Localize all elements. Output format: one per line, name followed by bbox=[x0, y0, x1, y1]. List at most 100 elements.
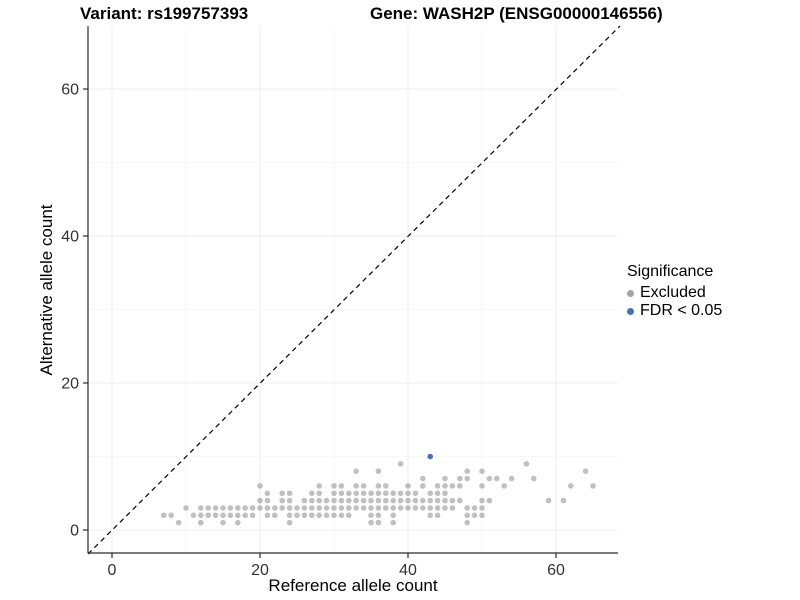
data-point bbox=[383, 483, 389, 489]
data-point bbox=[434, 490, 441, 497]
data-point bbox=[449, 483, 456, 489]
data-point bbox=[198, 505, 204, 511]
data-point bbox=[198, 519, 204, 526]
data-point bbox=[494, 475, 500, 482]
data-point bbox=[412, 497, 419, 504]
data-point bbox=[427, 490, 434, 497]
legend-item-fdr: FDR < 0.05 bbox=[627, 302, 722, 320]
data-point bbox=[257, 505, 263, 511]
data-point bbox=[368, 512, 374, 519]
data-point bbox=[323, 512, 330, 519]
legend-title: Significance bbox=[627, 263, 714, 280]
data-point bbox=[464, 468, 471, 475]
data-point bbox=[420, 505, 426, 511]
variant-title: Variant: rs199757393 bbox=[80, 4, 249, 23]
data-point bbox=[360, 483, 367, 489]
data-point bbox=[457, 497, 463, 504]
data-point bbox=[279, 505, 286, 511]
data-point bbox=[508, 475, 515, 482]
data-point bbox=[331, 483, 337, 489]
data-point bbox=[486, 475, 493, 482]
data-point bbox=[249, 512, 256, 519]
data-point bbox=[405, 490, 411, 497]
data-point bbox=[316, 512, 323, 519]
y-tick-label: 0 bbox=[70, 523, 79, 540]
data-point bbox=[301, 497, 308, 504]
data-point bbox=[301, 505, 308, 511]
data-point bbox=[353, 490, 360, 497]
legend-item-fdr-label: FDR < 0.05 bbox=[640, 302, 723, 319]
data-point bbox=[338, 490, 345, 497]
data-point bbox=[279, 490, 286, 497]
data-point bbox=[471, 512, 478, 519]
data-point bbox=[420, 475, 426, 482]
data-point bbox=[375, 505, 382, 511]
data-point bbox=[331, 490, 337, 497]
data-point bbox=[360, 505, 367, 511]
data-point bbox=[294, 505, 300, 511]
data-point bbox=[242, 505, 248, 511]
data-point bbox=[264, 505, 271, 511]
data-point bbox=[205, 505, 211, 511]
data-point bbox=[390, 505, 397, 511]
data-point bbox=[353, 483, 360, 489]
data-point bbox=[264, 512, 271, 519]
data-point bbox=[346, 505, 352, 511]
data-point bbox=[346, 512, 352, 519]
y-tick-label: 60 bbox=[61, 82, 79, 99]
data-point bbox=[375, 497, 382, 504]
data-point bbox=[464, 519, 471, 526]
data-point bbox=[390, 497, 397, 504]
data-point bbox=[264, 490, 271, 497]
data-point bbox=[264, 497, 271, 504]
data-point bbox=[375, 512, 382, 519]
data-point bbox=[560, 497, 567, 504]
data-point bbox=[383, 490, 389, 497]
x-tick-label: 0 bbox=[108, 562, 117, 579]
data-point bbox=[405, 497, 411, 504]
excluded-dot-icon bbox=[627, 289, 634, 297]
data-point bbox=[479, 483, 485, 489]
data-point bbox=[257, 497, 263, 504]
data-point bbox=[175, 519, 182, 526]
data-point bbox=[286, 497, 293, 504]
data-point bbox=[212, 512, 219, 519]
data-point bbox=[161, 512, 167, 519]
data-point bbox=[449, 505, 456, 511]
data-point bbox=[294, 512, 300, 519]
data-point bbox=[397, 490, 404, 497]
data-point bbox=[235, 505, 241, 511]
data-point bbox=[405, 483, 411, 489]
data-point bbox=[427, 505, 434, 511]
data-point-significant bbox=[427, 453, 434, 460]
data-point bbox=[457, 483, 463, 489]
data-point bbox=[353, 497, 360, 504]
data-point bbox=[449, 497, 456, 504]
data-point bbox=[434, 505, 441, 511]
data-point bbox=[205, 512, 211, 519]
data-point bbox=[590, 483, 596, 489]
data-point bbox=[338, 512, 345, 519]
data-point bbox=[383, 497, 389, 504]
data-point bbox=[220, 512, 226, 519]
y-tick-label: 40 bbox=[61, 229, 79, 246]
data-point bbox=[338, 497, 345, 504]
gene-title: Gene: WASH2P (ENSG00000146556) bbox=[370, 4, 663, 23]
data-point bbox=[457, 475, 463, 482]
data-point bbox=[272, 512, 278, 519]
x-axis-title: Reference allele count bbox=[268, 576, 438, 595]
data-point bbox=[412, 505, 419, 511]
data-point bbox=[368, 497, 374, 504]
data-point bbox=[375, 468, 382, 475]
data-point bbox=[331, 497, 337, 504]
data-point bbox=[353, 505, 360, 511]
data-point bbox=[390, 519, 397, 526]
data-point bbox=[316, 505, 323, 511]
data-point bbox=[331, 505, 337, 511]
data-point bbox=[198, 512, 204, 519]
y-axis-title: Alternative allele count bbox=[37, 204, 56, 376]
data-point bbox=[383, 505, 389, 511]
identity-line bbox=[87, 25, 621, 555]
data-point bbox=[368, 505, 374, 511]
